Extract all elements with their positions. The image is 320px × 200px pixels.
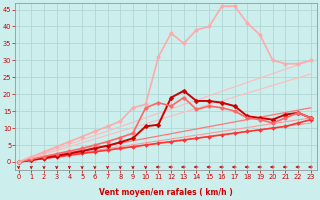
- X-axis label: Vent moyen/en rafales ( km/h ): Vent moyen/en rafales ( km/h ): [99, 188, 233, 197]
